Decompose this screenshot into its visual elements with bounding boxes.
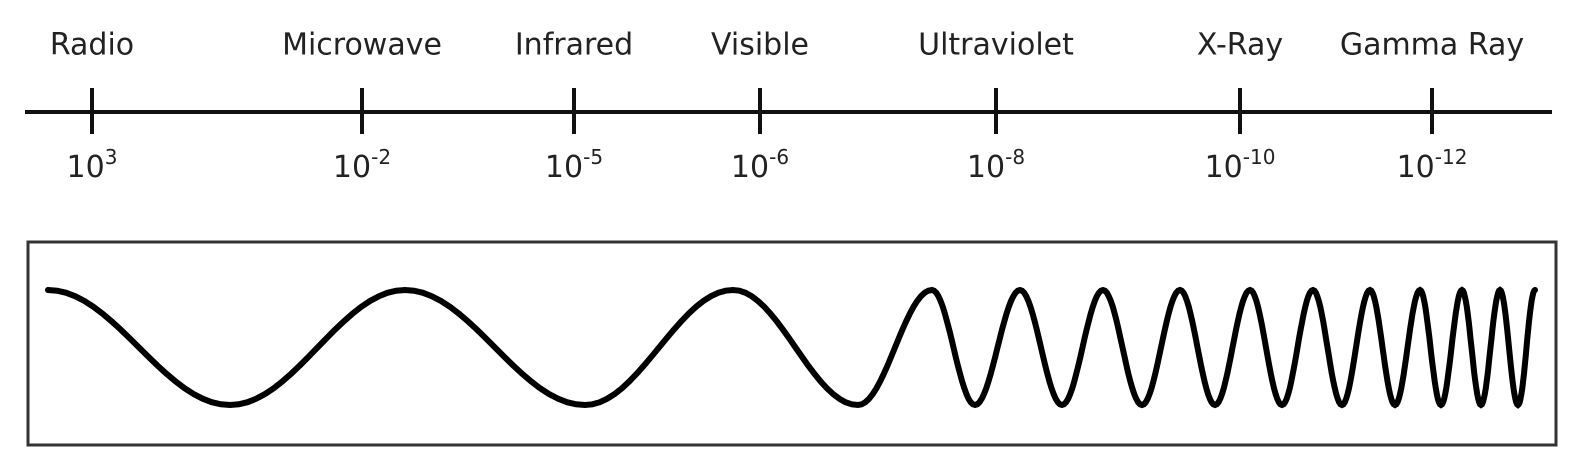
- band-label: Radio: [50, 28, 134, 63]
- wavelength-label: 10-10: [1205, 145, 1276, 185]
- wavelength-exponent: -10: [1243, 145, 1276, 169]
- wavelength-label: 10-5: [545, 145, 603, 185]
- wavelength-base: 10: [67, 150, 105, 185]
- wavelength-base: 10: [333, 150, 371, 185]
- wavelength-exponent: -2: [371, 145, 391, 169]
- wavelength-base: 10: [1397, 150, 1435, 185]
- band-label: Ultraviolet: [918, 28, 1074, 63]
- band-label: X-Ray: [1197, 28, 1283, 63]
- wavelength-label: 10-6: [731, 145, 789, 185]
- band-label: Gamma Ray: [1340, 28, 1524, 63]
- wavelength-label: 103: [67, 145, 118, 185]
- band-label: Microwave: [282, 28, 442, 63]
- wavelength-exponent: -6: [769, 145, 789, 169]
- wavelength-exponent: -12: [1435, 145, 1468, 169]
- band-label: Visible: [711, 28, 809, 63]
- wave-box: [26, 240, 1558, 447]
- wavelength-base: 10: [731, 150, 769, 185]
- wavelength-exponent: 3: [105, 145, 118, 169]
- wavelength-label: 10-12: [1397, 145, 1468, 185]
- wavelength-exponent: -5: [583, 145, 603, 169]
- wave: [45, 286, 1538, 409]
- wavelength-label: 10-8: [967, 145, 1025, 185]
- band-label: Infrared: [515, 28, 633, 63]
- wavelength-base: 10: [545, 150, 583, 185]
- wavelength-label: 10-2: [333, 145, 391, 185]
- wavelength-exponent: -8: [1005, 145, 1025, 169]
- wavelength-base: 10: [967, 150, 1005, 185]
- wavelength-base: 10: [1205, 150, 1243, 185]
